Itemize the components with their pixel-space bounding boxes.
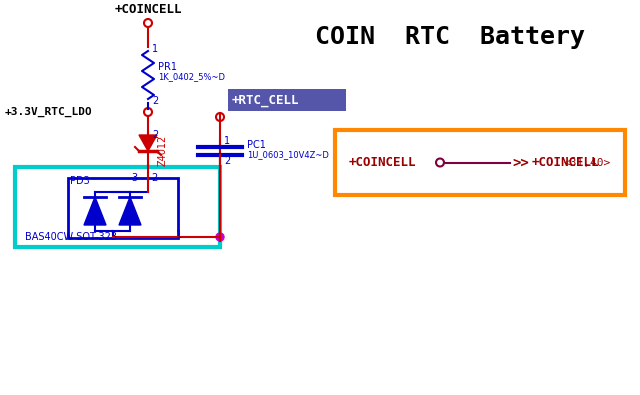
Polygon shape xyxy=(139,135,157,151)
Text: +COINCELL: +COINCELL xyxy=(349,156,417,169)
Text: 3: 3 xyxy=(131,173,137,183)
Text: +RTC_CELL: +RTC_CELL xyxy=(232,94,300,107)
Polygon shape xyxy=(84,197,106,225)
Text: 1: 1 xyxy=(224,136,230,146)
Polygon shape xyxy=(119,197,141,225)
Text: 2: 2 xyxy=(152,96,158,106)
Bar xyxy=(228,89,346,111)
Bar xyxy=(335,130,625,195)
Text: 2: 2 xyxy=(151,173,157,183)
Text: 1: 1 xyxy=(152,44,158,54)
Text: 2: 2 xyxy=(224,156,230,166)
Bar xyxy=(15,167,220,247)
Text: PR1: PR1 xyxy=(158,62,177,72)
Text: PC1: PC1 xyxy=(247,140,266,150)
Bar xyxy=(68,178,178,238)
Text: Z4012: Z4012 xyxy=(158,134,168,166)
Text: 2: 2 xyxy=(152,130,158,140)
Text: 1K_0402_5%~D: 1K_0402_5%~D xyxy=(158,73,225,81)
Text: +3.3V_RTC_LDO: +3.3V_RTC_LDO xyxy=(5,107,93,117)
Text: COIN  RTC  Battery: COIN RTC Battery xyxy=(315,25,585,49)
Text: +COINCELL: +COINCELL xyxy=(532,156,600,169)
Text: 1: 1 xyxy=(176,230,182,240)
Text: >>: >> xyxy=(512,156,529,169)
Text: <31,40>: <31,40> xyxy=(564,158,611,167)
Circle shape xyxy=(216,233,224,241)
Text: BAS40CW SOT-323: BAS40CW SOT-323 xyxy=(25,232,117,242)
Text: 1U_0603_10V4Z~D: 1U_0603_10V4Z~D xyxy=(247,150,329,160)
Text: +COINCELL: +COINCELL xyxy=(115,2,182,15)
Text: PD3: PD3 xyxy=(70,176,90,186)
